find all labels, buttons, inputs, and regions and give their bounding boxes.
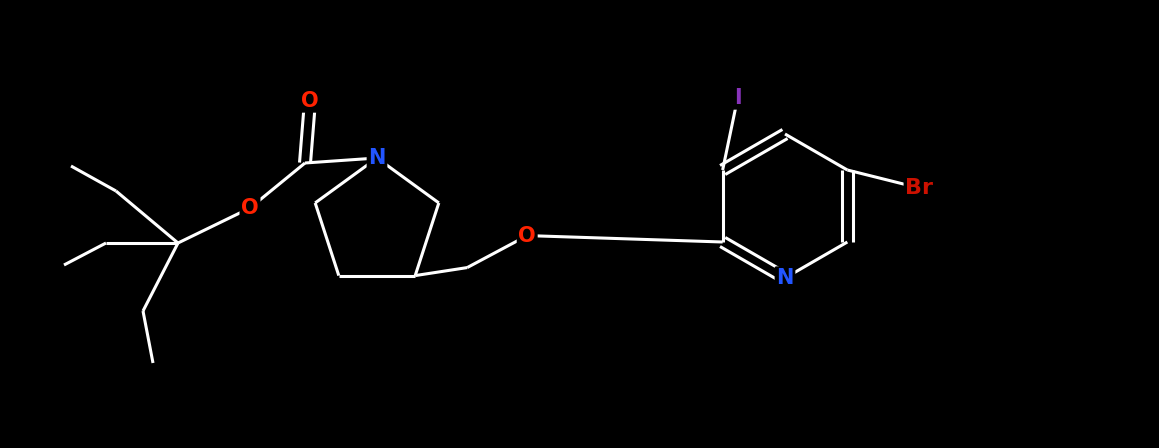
Text: O: O: [518, 226, 535, 246]
Text: N: N: [777, 268, 794, 288]
Text: N: N: [369, 148, 386, 168]
Text: O: O: [241, 198, 258, 218]
Text: O: O: [301, 91, 319, 111]
Text: Br: Br: [905, 178, 933, 198]
Text: I: I: [734, 88, 742, 108]
